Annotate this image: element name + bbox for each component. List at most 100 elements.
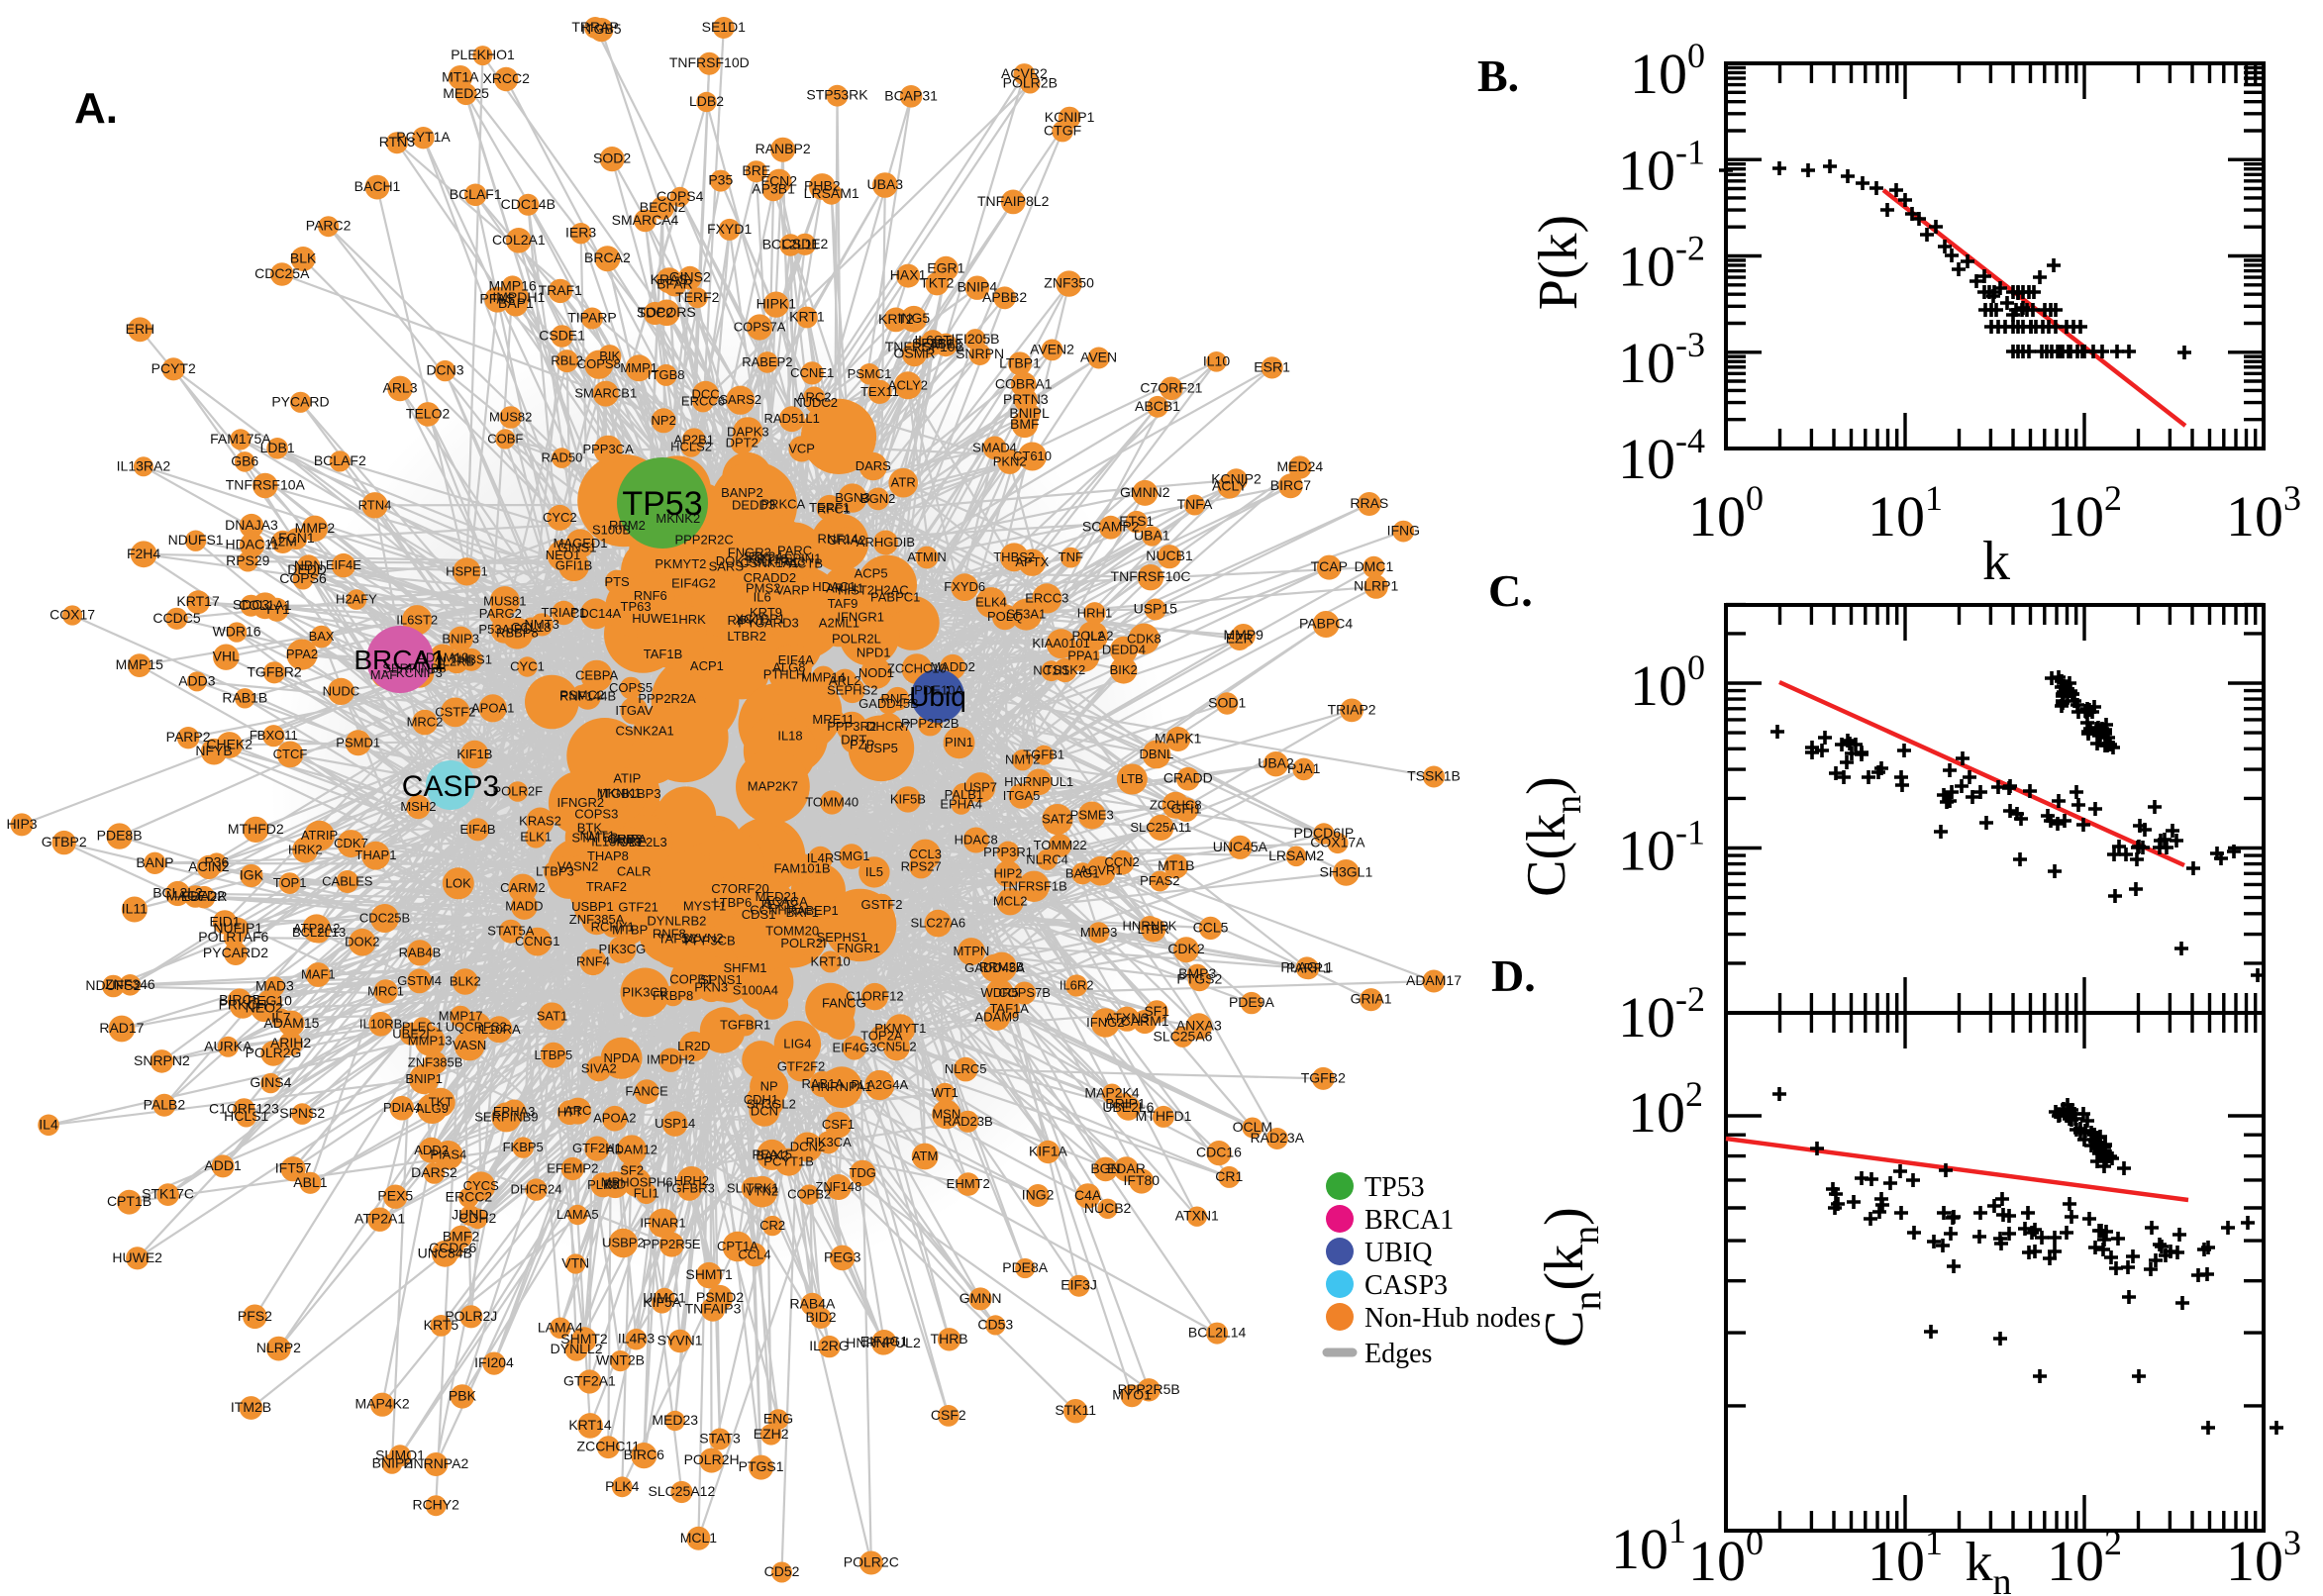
svg-text:Edges: Edges [1364, 1339, 1432, 1369]
svg-text:SAT1: SAT1 [537, 1008, 568, 1023]
svg-text:FKBP5: FKBP5 [503, 1140, 544, 1154]
svg-text:LTB: LTB [1121, 771, 1144, 786]
svg-text:HRH2: HRH2 [674, 1173, 709, 1188]
svg-text:ACLY2: ACLY2 [888, 377, 928, 392]
svg-text:IFNAR1: IFNAR1 [640, 1215, 685, 1230]
svg-text:BIRC7: BIRC7 [1270, 477, 1311, 493]
svg-text:ZNF350: ZNF350 [1044, 275, 1094, 291]
svg-text:NDUFS1: NDUFS1 [168, 532, 224, 548]
svg-text:MAP4K2: MAP4K2 [354, 1396, 409, 1412]
svg-text:TSSK1B: TSSK1B [1407, 768, 1461, 784]
svg-text:C1ORF12: C1ORF12 [846, 989, 904, 1004]
svg-text:PCYT1A: PCYT1A [396, 129, 451, 145]
svg-text:CSTF2: CSTF2 [435, 704, 475, 719]
svg-text:MMP1: MMP1 [620, 360, 657, 375]
svg-text:MT1B: MT1B [1158, 857, 1194, 873]
svg-text:IFT80: IFT80 [1124, 1172, 1161, 1188]
svg-text:PKN2: PKN2 [993, 453, 1027, 468]
svg-text:HDAC1: HDAC1 [812, 579, 856, 594]
svg-text:BID2: BID2 [805, 1309, 836, 1325]
svg-text:USP15: USP15 [1134, 601, 1178, 617]
svg-text:SCAMP2: SCAMP2 [1082, 519, 1140, 535]
svg-text:SEPHS1: SEPHS1 [817, 930, 867, 945]
svg-text:CALR: CALR [617, 863, 652, 878]
svg-text:IMPDH2: IMPDH2 [647, 1052, 695, 1067]
svg-text:COPS3: COPS3 [574, 807, 618, 822]
svg-text:PSMC2: PSMC2 [559, 688, 604, 703]
svg-text:CDK8: CDK8 [1127, 631, 1162, 646]
svg-text:RRM2: RRM2 [609, 518, 646, 533]
svg-text:PPP2R2A: PPP2R2A [638, 691, 696, 706]
svg-text:GTF2A1: GTF2A1 [563, 1373, 616, 1389]
svg-text:CRADD2: CRADD2 [744, 570, 796, 585]
svg-text:BIRC6: BIRC6 [624, 1446, 664, 1462]
svg-text:ARIH2: ARIH2 [270, 1035, 311, 1050]
svg-text:RIPK1: RIPK1 [728, 613, 765, 628]
svg-text:PLAGL1: PLAGL1 [1280, 959, 1333, 975]
svg-text:PRTN3: PRTN3 [1003, 391, 1049, 407]
svg-text:MTBP: MTBP [612, 923, 648, 938]
svg-text:P35: P35 [708, 172, 733, 188]
svg-text:MAGED2: MAGED2 [166, 888, 225, 904]
svg-text:APOA2: APOA2 [593, 1111, 636, 1126]
svg-text:WDR16: WDR16 [213, 624, 261, 640]
svg-text:CCNH: CCNH [750, 903, 787, 918]
svg-text:RAD51L1: RAD51L1 [764, 411, 820, 426]
svg-text:IL4R3: IL4R3 [618, 1331, 656, 1347]
svg-text:APBB2: APBB2 [982, 289, 1027, 305]
svg-text:BNIP3: BNIP3 [442, 631, 479, 646]
svg-text:UBA1: UBA1 [1134, 528, 1170, 544]
svg-text:TSSK2: TSSK2 [1045, 662, 1085, 677]
svg-text:BIK2: BIK2 [1110, 662, 1138, 677]
svg-text:LRSAM1: LRSAM1 [804, 185, 859, 201]
svg-text:CT610: CT610 [1013, 449, 1052, 463]
svg-text:MED25: MED25 [443, 85, 489, 101]
svg-text:SH3GL1: SH3GL1 [1320, 863, 1373, 879]
svg-text:TNFRSF10B: TNFRSF10B [885, 339, 964, 354]
svg-text:UBA3: UBA3 [867, 176, 904, 192]
svg-text:ADD3: ADD3 [178, 672, 216, 688]
svg-text:CSDE2: CSDE2 [782, 236, 829, 251]
svg-text:DOK2: DOK2 [345, 935, 379, 949]
svg-text:NUFIP1: NUFIP1 [213, 920, 262, 936]
svg-text:HUWE1: HUWE1 [632, 611, 678, 626]
svg-text:SOD2: SOD2 [593, 150, 631, 166]
svg-text:Non-Hub nodes: Non-Hub nodes [1364, 1303, 1541, 1334]
svg-text:HNRNPA2: HNRNPA2 [403, 1455, 468, 1471]
svg-text:PZP: PZP [850, 738, 874, 752]
svg-text:RNF8: RNF8 [653, 926, 686, 941]
svg-text:C1ORF123: C1ORF123 [209, 1100, 279, 1116]
svg-text:KRAS2: KRAS2 [519, 814, 561, 829]
svg-text:PPP2R5E: PPP2R5E [643, 1237, 701, 1251]
svg-text:COL2A1: COL2A1 [492, 232, 546, 248]
svg-text:LTBP3: LTBP3 [536, 864, 574, 879]
svg-text:RBL2: RBL2 [551, 353, 583, 368]
svg-text:BMF2: BMF2 [443, 1228, 480, 1244]
svg-text:ARC2: ARC2 [797, 389, 832, 404]
svg-text:RPS27: RPS27 [901, 858, 942, 873]
svg-text:KCNIP1: KCNIP1 [1045, 109, 1095, 125]
svg-text:IL2: IL2 [1086, 629, 1104, 644]
svg-text:SAT2: SAT2 [1042, 812, 1073, 827]
svg-text:HIP3: HIP3 [6, 816, 37, 832]
svg-text:TRIAP2: TRIAP2 [1328, 701, 1376, 717]
svg-text:HNRNPK: HNRNPK [1123, 918, 1177, 933]
svg-text:BCL2L13: BCL2L13 [292, 925, 346, 940]
svg-text:ATF3: ATF3 [929, 336, 961, 351]
svg-text:VASN2: VASN2 [557, 859, 599, 874]
svg-text:BIK: BIK [599, 349, 620, 363]
svg-text:AVEN2: AVEN2 [1030, 341, 1074, 356]
svg-text:GRIA1: GRIA1 [1351, 991, 1392, 1007]
svg-text:DYNLL2: DYNLL2 [551, 1341, 603, 1356]
svg-text:VTN: VTN [561, 1255, 589, 1271]
svg-text:CCNE1: CCNE1 [790, 365, 834, 380]
svg-text:HCLS2: HCLS2 [670, 439, 712, 453]
svg-text:ADD1: ADD1 [204, 1157, 242, 1173]
svg-text:DEDD3: DEDD3 [732, 497, 775, 512]
svg-text:WNT2B: WNT2B [596, 1352, 645, 1368]
svg-text:TEX12: TEX12 [759, 897, 799, 912]
svg-text:ARL2: ARL2 [829, 673, 861, 688]
svg-text:RNF6: RNF6 [634, 588, 667, 603]
svg-text:IFNG2: IFNG2 [1086, 1015, 1124, 1030]
svg-text:RAB1A: RAB1A [801, 1076, 844, 1091]
